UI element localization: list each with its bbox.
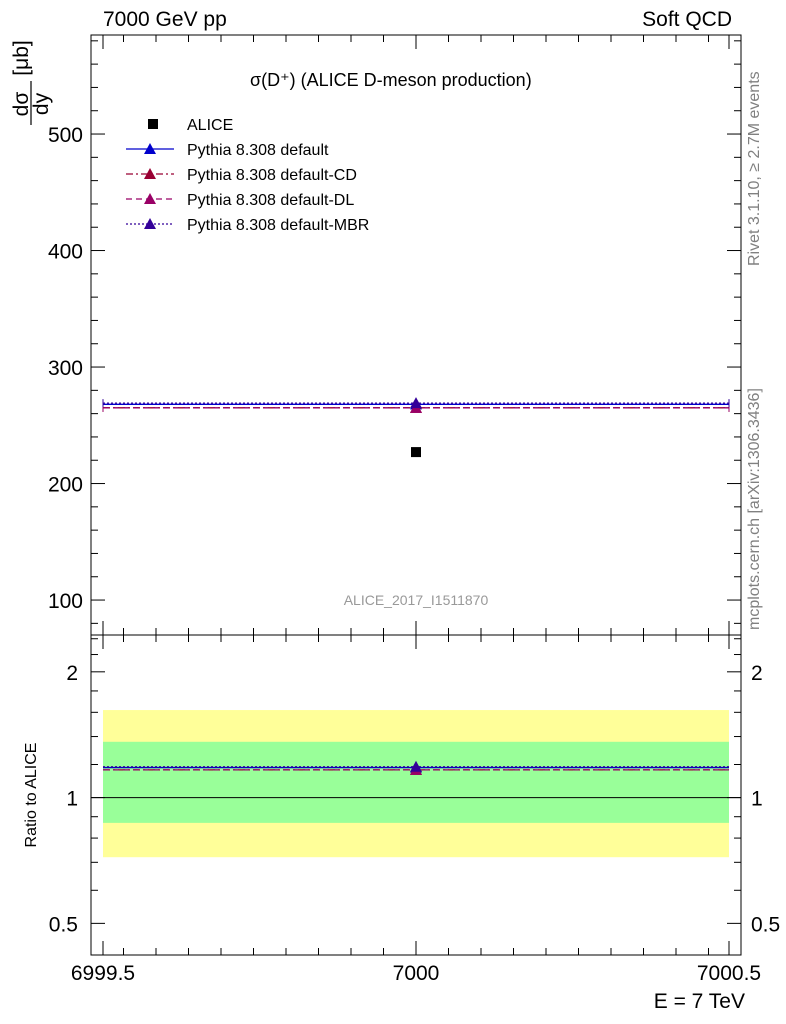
ratio-marker-3 — [410, 760, 422, 772]
ratio-tick-label-right: 2 — [751, 662, 763, 685]
mcplots-label: mcplots.cern.ch [arXiv:1306.3436] — [746, 388, 763, 630]
legend-marker-1 — [144, 143, 156, 154]
y-tick-label: 500 — [48, 124, 83, 147]
legend-label-3: Pythia 8.308 default-DL — [187, 192, 354, 209]
analysis-watermark: ALICE_2017_I1511870 — [344, 592, 489, 608]
uncertainty-band-inner — [103, 741, 729, 823]
ratio-tick-label-left: 2 — [66, 662, 78, 685]
y-tick-label: 400 — [48, 241, 83, 264]
y-axis-label-denominator: dy — [30, 92, 53, 115]
legend-label-4: Pythia 8.308 default-MBR — [187, 217, 369, 234]
header-left: 7000 GeV pp — [103, 8, 227, 31]
legend-label-0: ALICE — [187, 117, 233, 134]
x-tick-label: 7000.5 — [697, 962, 761, 985]
data-point-alice — [411, 447, 421, 458]
ratio-panel-frame — [90, 634, 742, 956]
y-tick-label: 100 — [48, 590, 83, 613]
y-axis-label-numerator: dσ — [10, 92, 33, 117]
ratio-tick-label-left: 0.5 — [49, 913, 78, 936]
plot-title: σ(D⁺) (ALICE D-meson production) — [250, 70, 532, 90]
ratio-tick-label-left: 1 — [66, 788, 78, 811]
y-tick-label: 200 — [48, 474, 83, 497]
mc-marker-4 — [410, 397, 422, 409]
x-tick-label: 7000 — [393, 962, 440, 985]
y-axis-label-unit: [μb] — [10, 40, 33, 75]
legend-marker-2 — [144, 168, 156, 179]
ratio-axis-label: Ratio to ALICE — [23, 743, 40, 848]
header-right: Soft QCD — [642, 8, 732, 31]
ratio-tick-label-right: 0.5 — [751, 913, 780, 936]
x-axis-label: E = 7 TeV — [654, 990, 745, 1013]
legend-marker-alice — [148, 119, 158, 129]
legend-marker-3 — [144, 193, 156, 204]
ratio-tick-label-right: 1 — [751, 788, 763, 811]
legend-label-2: Pythia 8.308 default-CD — [187, 167, 357, 184]
x-tick-label: 6999.5 — [71, 962, 135, 985]
legend-label-1: Pythia 8.308 default — [187, 142, 329, 159]
legend-marker-4 — [144, 218, 156, 229]
y-tick-label: 300 — [48, 357, 83, 380]
rivet-label: Rivet 3.1.10, ≥ 2.7M events — [746, 71, 763, 266]
